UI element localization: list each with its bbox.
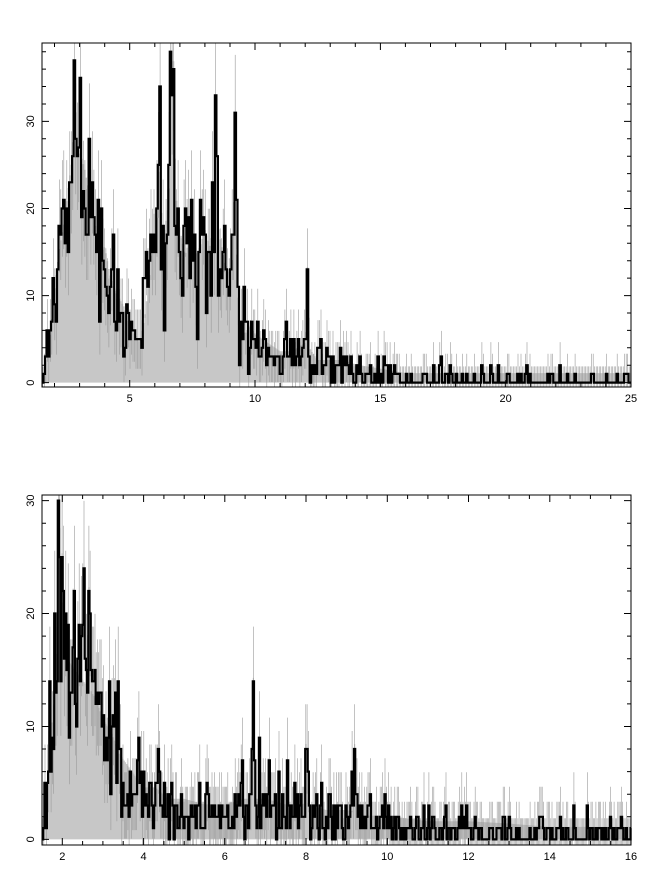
plot-frame xyxy=(41,494,632,846)
meg-panel: 5 10 15 20 25 0 10 20 30 xyxy=(25,42,637,405)
heg-panel: 2 4 6 8 10 12 14 16 0 10 20 30 xyxy=(25,494,637,863)
y-tick-label: 30 xyxy=(25,495,37,507)
x-tick-label: 4 xyxy=(140,851,146,863)
x-tick-label: 5 xyxy=(127,393,133,405)
x-tick-label: 25 xyxy=(625,393,637,405)
y-tick-label: 10 xyxy=(25,289,37,301)
x-tick-label: 12 xyxy=(462,851,474,863)
x-tick-label: 6 xyxy=(222,851,228,863)
x-tick-label: 10 xyxy=(381,851,393,863)
histogram-series xyxy=(42,50,631,384)
y-tick-label: 20 xyxy=(25,607,37,619)
y-tick-label: 0 xyxy=(25,380,37,386)
y-tick-label: 0 xyxy=(25,836,37,842)
x-tick-label: 16 xyxy=(625,851,637,863)
y-tick-label: 20 xyxy=(25,202,37,214)
histogram-series xyxy=(42,499,632,841)
x-tick-label: 2 xyxy=(59,851,65,863)
y-tick-label: 10 xyxy=(25,720,37,732)
model-band xyxy=(42,528,631,840)
tick-marks xyxy=(42,43,632,387)
x-tick-label: 8 xyxy=(303,851,309,863)
x-tick-label: 15 xyxy=(374,393,386,405)
x-tick-label: 20 xyxy=(500,393,512,405)
x-tick-label: 10 xyxy=(249,393,261,405)
tick-marks xyxy=(41,495,632,845)
model-band xyxy=(42,60,631,383)
x-tick-label: 14 xyxy=(544,851,556,863)
y-tick-label: 30 xyxy=(25,115,37,127)
plot-frame xyxy=(41,42,632,388)
